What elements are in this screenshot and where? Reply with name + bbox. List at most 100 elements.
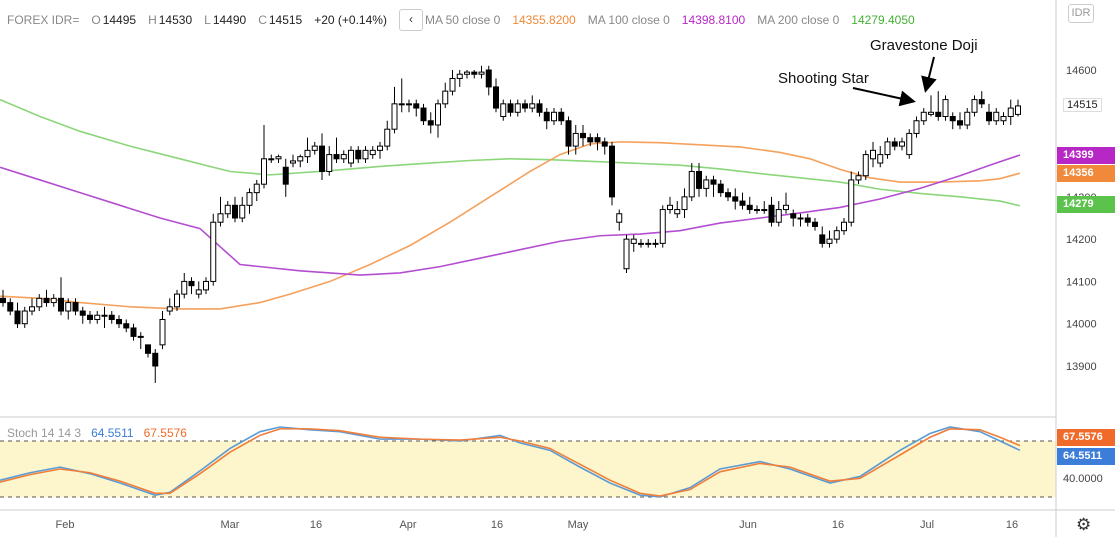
candle-body	[195, 289, 202, 295]
candle-body	[638, 242, 644, 245]
candle-body	[253, 183, 260, 194]
candle-body	[130, 327, 137, 337]
time-tick-label: 16	[1006, 519, 1018, 531]
price-legend: FOREX IDR= O 14495 H 14530 L 14490 C 14515 +…	[7, 9, 917, 31]
candle-body	[348, 149, 354, 164]
candle-body	[79, 310, 86, 316]
ma200-label[interactable]: MA 200 close 0	[757, 13, 840, 27]
candle-body	[623, 238, 630, 270]
candle-body	[210, 221, 217, 282]
candle-body	[536, 103, 543, 113]
candle-body	[688, 170, 695, 198]
candle-body	[471, 71, 478, 75]
candle-body	[268, 158, 275, 161]
candle-body	[522, 103, 528, 109]
price-tick-label: 14100	[1066, 276, 1097, 288]
candle-body	[232, 204, 238, 219]
candle-body	[493, 86, 499, 109]
time-tick-label: 16	[832, 519, 844, 531]
candle-body	[630, 238, 637, 244]
ma50-value: 14355.8200	[512, 13, 576, 27]
candle-body	[464, 71, 470, 75]
candle-body	[964, 111, 971, 126]
candle-body	[152, 352, 159, 367]
candle-body	[43, 297, 50, 304]
candle-body	[377, 145, 383, 151]
price-tick-label: 14600	[1066, 65, 1097, 77]
candle-body	[1007, 107, 1014, 118]
candle-body	[384, 128, 391, 147]
symbol-label[interactable]: FOREX IDR=	[7, 13, 80, 27]
stoch-k-value: 64.5511	[91, 426, 134, 440]
candle-body	[645, 242, 652, 245]
stoch-d-badge: 67.5576	[1057, 429, 1115, 446]
candle-body	[333, 154, 340, 160]
time-tick-label: Jun	[739, 519, 757, 531]
ma100-label[interactable]: MA 100 close 0	[587, 13, 670, 27]
gravestone-doji-annotation: Gravestone Doji	[870, 37, 978, 54]
candle-body	[435, 103, 441, 126]
collapse-legend-button[interactable]: ‹	[398, 9, 423, 31]
stoch-d-value: 67.5576	[143, 426, 187, 440]
candle-body	[616, 213, 623, 223]
time-tick-label: Jul	[920, 519, 934, 531]
candle-body	[442, 90, 449, 105]
candle-body	[406, 103, 412, 106]
candle-body	[101, 314, 108, 317]
candle-body	[0, 297, 6, 304]
candle-body	[529, 103, 536, 109]
candle-body	[478, 71, 485, 75]
candle-body	[949, 116, 956, 122]
ma200-badge: 14279	[1057, 196, 1115, 213]
annotation-arrows	[852, 56, 937, 107]
candle-body	[804, 217, 811, 223]
candle-body	[137, 335, 144, 338]
candle-body	[362, 149, 369, 160]
candle-body	[978, 99, 985, 105]
candle-body	[681, 196, 688, 211]
time-tick-label: 16	[310, 519, 322, 531]
candle-body	[935, 111, 942, 118]
candle-body	[304, 149, 311, 158]
candle-body	[565, 120, 572, 147]
open-value: 14495	[102, 13, 137, 27]
candle-body	[239, 204, 246, 219]
candle-body	[833, 230, 840, 240]
candle-body	[761, 209, 768, 212]
candle-body	[29, 306, 35, 312]
price-tick-label: 13900	[1066, 361, 1097, 373]
ma50-line	[0, 141, 1021, 310]
stoch-label[interactable]: Stoch 14 14 3	[7, 426, 82, 440]
candle-body	[710, 179, 717, 185]
candle-body	[355, 149, 362, 160]
candle-body	[21, 310, 28, 325]
candle-body	[696, 170, 702, 189]
settings-gear-icon[interactable]: ⚙	[1076, 515, 1092, 534]
candle-body	[282, 166, 289, 185]
moving-average-lines	[0, 98, 1021, 310]
candle-body	[674, 209, 681, 215]
candle-body	[913, 120, 920, 134]
high-value: 14530	[158, 13, 193, 27]
candle-body	[993, 111, 1000, 122]
shooting-star-arrow	[852, 87, 916, 107]
candle-body	[87, 314, 93, 320]
candle-body	[224, 204, 231, 215]
time-tick-label: Apr	[399, 519, 416, 531]
candle-body	[65, 302, 72, 312]
currency-button[interactable]: IDR	[1068, 4, 1094, 23]
candle-body	[1015, 105, 1021, 115]
candle-body	[174, 293, 180, 308]
candle-body	[427, 120, 434, 126]
candle-body	[246, 192, 253, 206]
candle-body	[594, 137, 601, 143]
ma200-value: 14279.4050	[851, 13, 915, 27]
candle-body	[507, 103, 514, 113]
candle-body	[340, 154, 347, 160]
ma50-label[interactable]: MA 50 close 0	[424, 13, 501, 27]
current-price-label: 14515	[1063, 98, 1102, 112]
candle-body	[311, 145, 318, 151]
change-value: +20 (+0.14%)	[314, 13, 387, 27]
candle-body	[884, 141, 891, 156]
